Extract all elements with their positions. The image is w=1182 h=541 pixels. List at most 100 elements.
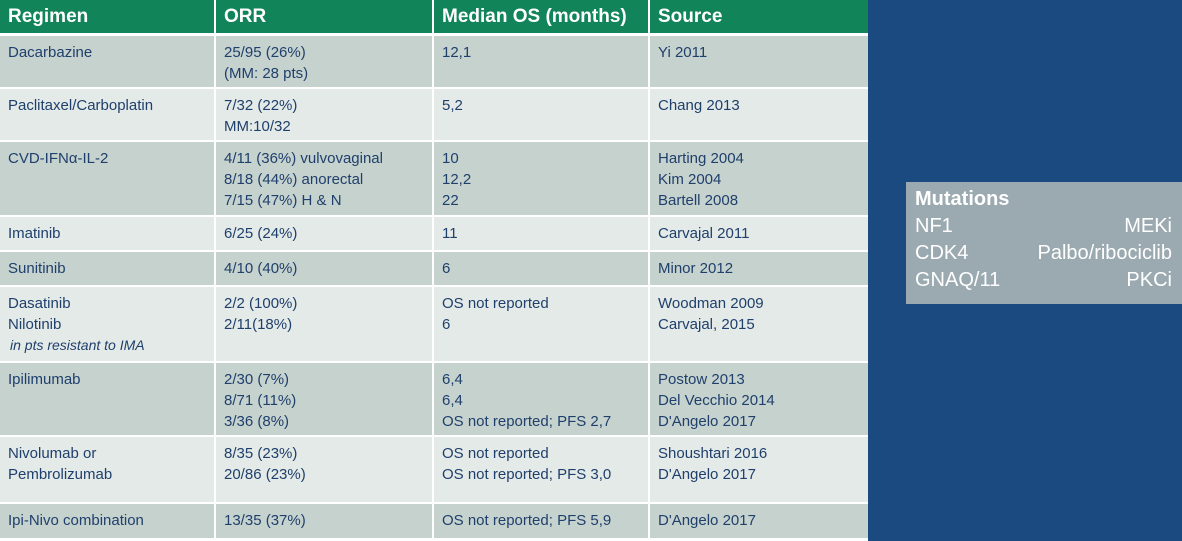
regimen-table: Regimen ORR Median OS (months) Source Da…	[0, 0, 868, 540]
cell-orr: 25/95 (26%) (MM: 28 pts)	[216, 36, 434, 89]
cell-line: Dasatinib	[8, 295, 71, 312]
header-source: Source	[650, 0, 868, 36]
cell-line: Ipi-Nivo combination	[8, 512, 144, 529]
cell-line: D'Angelo 2017	[658, 413, 756, 430]
cell-source: Shoushtari 2016 D'Angelo 2017	[650, 437, 868, 504]
cell-line: Chang 2013	[658, 97, 740, 114]
cell-line: Sunitinib	[8, 260, 66, 277]
table-row: Nivolumab or Pembrolizumab 8/35 (23%) 20/86…	[0, 437, 868, 504]
mutation-drug: Palbo/ribociclib	[1037, 242, 1172, 264]
cell-line: Pembrolizumab	[8, 466, 113, 483]
cell-line: OS not reported; PFS 5,9	[442, 512, 612, 529]
mutation-row: NF1 MEKi	[915, 213, 1172, 240]
cell-median-os: OS not reported 6	[434, 287, 650, 363]
mutation-gene: NF1	[915, 215, 953, 237]
cell-regimen: Sunitinib	[0, 252, 216, 287]
cell-line: 12,2	[442, 171, 472, 188]
cell-line: Yi 2011	[658, 44, 708, 61]
cell-line: MM:10/32	[224, 118, 291, 135]
cell-line: Del Vecchio 2014	[658, 392, 775, 409]
table-row: Sunitinib 4/10 (40%) 6 Minor 2012	[0, 252, 868, 287]
mutation-drug: MEKi	[1124, 215, 1172, 237]
cell-line: 11	[442, 225, 458, 242]
cell-line: 2/11(18%)	[224, 316, 293, 333]
cell-regimen: Nivolumab or Pembrolizumab	[0, 437, 216, 504]
cell-source: Minor 2012	[650, 252, 868, 287]
header-regimen: Regimen	[0, 0, 216, 36]
header-median-os: Median OS (months)	[434, 0, 650, 36]
cell-orr: 4/10 (40%)	[216, 252, 434, 287]
table-row: CVD-IFNα-IL-2 4/11 (36%) vulvovaginal 8/18…	[0, 142, 868, 217]
regimen-note: in pts resistant to IMA	[10, 337, 145, 353]
cell-line: Minor 2012	[658, 260, 734, 277]
cell-source: Yi 2011	[650, 36, 868, 89]
cell-median-os: OS not reported OS not reported; PFS 3,0	[434, 437, 650, 504]
cell-line: Carvajal, 2015	[658, 316, 755, 333]
header-orr: ORR	[216, 0, 434, 36]
cell-line: Imatinib	[8, 225, 61, 242]
cell-line: 8/35 (23%)	[224, 445, 298, 462]
table-row: Ipilimumab 2/30 (7%) 8/71 (11%) 3/36 (8%) 6,…	[0, 363, 868, 437]
cell-orr: 8/35 (23%) 20/86 (23%)	[216, 437, 434, 504]
cell-line: 6	[442, 260, 451, 277]
cell-source: Harting 2004 Kim 2004 Bartell 2008	[650, 142, 868, 217]
table-header-row: Regimen ORR Median OS (months) Source	[0, 0, 868, 36]
cell-line: CVD-IFNα-IL-2	[8, 150, 109, 167]
cell-line: 6,4	[442, 371, 463, 388]
cell-line: OS not reported; PFS 3,0	[442, 466, 612, 483]
cell-line: Ipilimumab	[8, 371, 81, 388]
cell-median-os: 10 12,2 22	[434, 142, 650, 217]
cell-regimen: Dasatinib Nilotinib in pts resistant to IM…	[0, 287, 216, 363]
cell-regimen: Ipilimumab	[0, 363, 216, 437]
cell-line: OS not reported; PFS 2,7	[442, 413, 612, 430]
cell-median-os: 6,4 6,4 OS not reported; PFS 2,7	[434, 363, 650, 437]
cell-line: D'Angelo 2017	[658, 466, 756, 483]
cell-line: 12,1	[442, 44, 472, 61]
mutation-gene: CDK4	[915, 242, 969, 264]
cell-line: 7/15 (47%) H & N	[224, 192, 342, 209]
cell-line: 8/71 (11%)	[224, 392, 297, 409]
cell-line: Shoushtari 2016	[658, 445, 768, 462]
cell-line: Harting 2004	[658, 150, 744, 167]
cell-line: Woodman 2009	[658, 295, 764, 312]
cell-median-os: 5,2	[434, 89, 650, 142]
table-row: Imatinib 6/25 (24%) 11 Carvajal 2011	[0, 217, 868, 252]
cell-line: 4/10 (40%)	[224, 260, 298, 277]
cell-line: 6/25 (24%)	[224, 225, 298, 242]
cell-line: Bartell 2008	[658, 192, 739, 209]
mutation-drug: PKCi	[1126, 269, 1172, 291]
mutations-box: Mutations NF1 MEKi CDK4 Palbo/ribociclib…	[906, 182, 1182, 304]
cell-regimen: Dacarbazine	[0, 36, 216, 89]
cell-regimen: CVD-IFNα-IL-2	[0, 142, 216, 217]
cell-orr: 2/30 (7%) 8/71 (11%) 3/36 (8%)	[216, 363, 434, 437]
cell-line: 25/95 (26%)	[224, 44, 306, 61]
cell-source: Carvajal 2011	[650, 217, 868, 252]
cell-line: 10	[442, 150, 459, 167]
cell-orr: 6/25 (24%)	[216, 217, 434, 252]
cell-regimen: Imatinib	[0, 217, 216, 252]
cell-line: 6,4	[442, 392, 463, 409]
cell-source: D'Angelo 2017	[650, 504, 868, 540]
cell-median-os: OS not reported; PFS 5,9	[434, 504, 650, 540]
cell-line: 13/35 (37%)	[224, 512, 306, 529]
mutation-row: CDK4 Palbo/ribociclib	[915, 240, 1172, 267]
cell-orr: 7/32 (22%) MM:10/32	[216, 89, 434, 142]
cell-median-os: 6	[434, 252, 650, 287]
cell-line: Carvajal 2011	[658, 225, 750, 242]
table-row: Paclitaxel/Carboplatin 7/32 (22%) MM:10/32…	[0, 89, 868, 142]
cell-line: OS not reported	[442, 295, 549, 312]
cell-regimen: Paclitaxel/Carboplatin	[0, 89, 216, 142]
regimen-table-container: Regimen ORR Median OS (months) Source Da…	[0, 0, 868, 541]
cell-line: 8/18 (44%) anorectal	[224, 171, 364, 188]
cell-line: Dacarbazine	[8, 44, 93, 61]
cell-source: Woodman 2009 Carvajal, 2015	[650, 287, 868, 363]
cell-line: 4/11 (36%) vulvovaginal	[224, 150, 383, 167]
cell-line: Paclitaxel/Carboplatin	[8, 97, 154, 114]
table-row: Dacarbazine 25/95 (26%) (MM: 28 pts) 12,1 Yi…	[0, 36, 868, 89]
cell-line: D'Angelo 2017	[658, 512, 756, 529]
mutation-row: GNAQ/11 PKCi	[915, 267, 1172, 294]
cell-line: 7/32 (22%)	[224, 97, 298, 114]
cell-source: Postow 2013 Del Vecchio 2014 D'Angelo 2017	[650, 363, 868, 437]
cell-line: 2/2 (100%)	[224, 295, 298, 312]
cell-line: Nilotinib	[8, 316, 62, 333]
